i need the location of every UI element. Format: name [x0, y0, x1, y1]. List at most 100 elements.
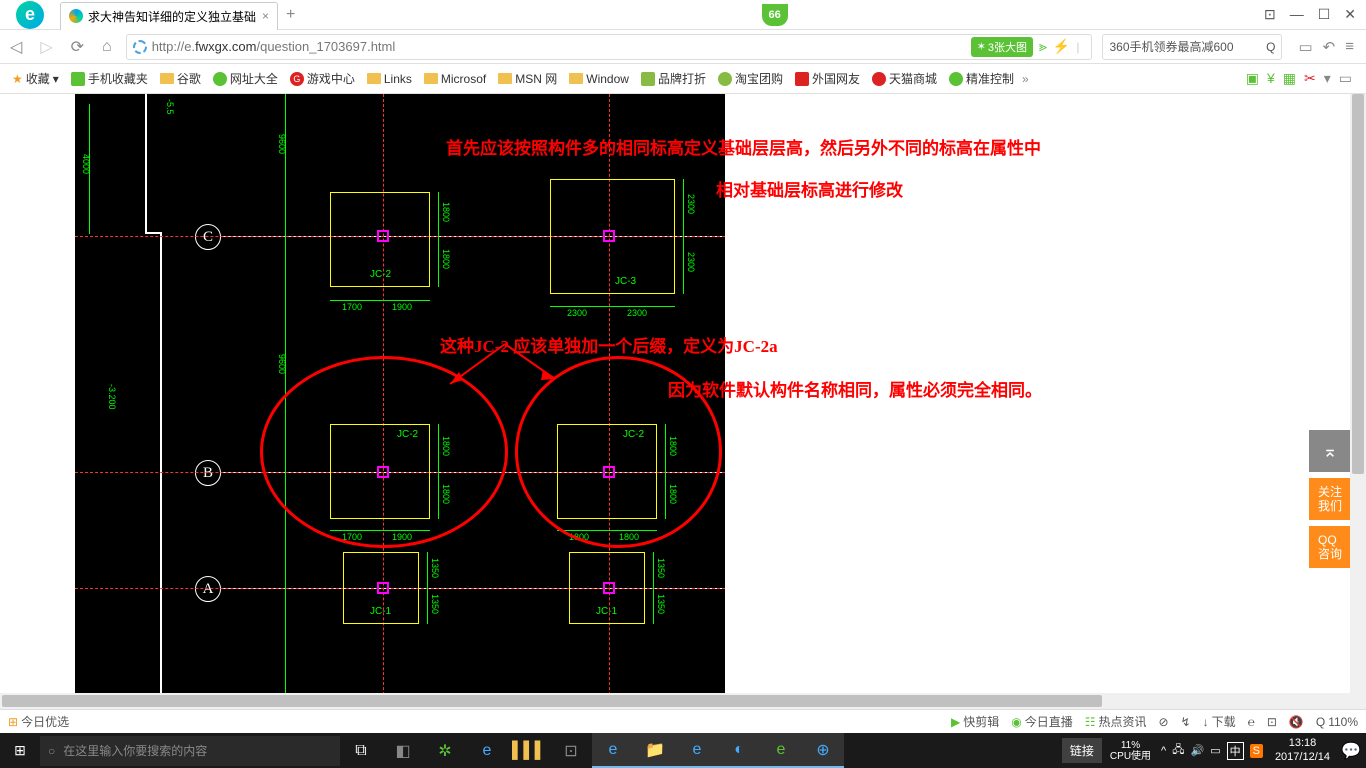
- undo-icon[interactable]: ↶: [1323, 38, 1336, 56]
- share-icon[interactable]: ⪢: [1039, 38, 1047, 55]
- page-content: 4000 -3.200 -5.5 C B A 9600 9600 JC-2 17…: [0, 94, 1366, 709]
- image-count-badge[interactable]: ✶ 3张大图: [971, 37, 1033, 57]
- column-marker: [377, 230, 389, 242]
- status-icon[interactable]: ↯: [1181, 715, 1191, 729]
- ext-icon[interactable]: ▾: [1324, 70, 1331, 87]
- window-menu-icon[interactable]: ⊡: [1264, 6, 1276, 23]
- status-icon[interactable]: ℮: [1248, 715, 1255, 729]
- reload-button[interactable]: ⟳: [67, 37, 88, 57]
- bookmark-item[interactable]: 精准控制: [945, 68, 1018, 89]
- search-input[interactable]: 360手机领券最高减600 Q: [1102, 34, 1282, 60]
- dim-label: 9600: [277, 354, 287, 374]
- taskbar-app-icon[interactable]: e: [676, 733, 718, 768]
- jc-label: JC-1: [596, 606, 617, 617]
- bookmark-item[interactable]: 外国网友: [791, 68, 864, 89]
- column-marker: [603, 230, 615, 242]
- bookmark-item[interactable]: 淘宝团购: [714, 68, 787, 89]
- jc-label: JC-3: [615, 276, 636, 287]
- ext-icon[interactable]: ▦: [1283, 70, 1296, 87]
- url-text: http://e.fwxgx.com/question_1703697.html: [152, 39, 971, 54]
- taskbar-app-icon[interactable]: e: [592, 733, 634, 768]
- ext-icon[interactable]: ¥: [1267, 70, 1275, 87]
- system-tray[interactable]: ^ 🖧 🔊 ▭ 中 S: [1155, 741, 1269, 760]
- bookmark-item[interactable]: MSN 网: [494, 68, 561, 89]
- menu-icon[interactable]: ≡: [1345, 38, 1354, 56]
- taskbar-app-icon[interactable]: 📁: [634, 733, 676, 768]
- axis-label-a: A: [195, 576, 221, 602]
- bookmark-item[interactable]: Window: [565, 70, 633, 88]
- ext-icon[interactable]: ▣: [1246, 70, 1259, 87]
- tray-ime-icon[interactable]: 中: [1227, 742, 1244, 760]
- taskbar-app-icon[interactable]: ✲: [424, 733, 466, 768]
- task-view-icon[interactable]: ⧉: [340, 733, 382, 768]
- tray-network-icon[interactable]: 🖧: [1172, 741, 1184, 760]
- column-marker: [377, 582, 389, 594]
- site-security-icon: [133, 40, 147, 54]
- tray-sogou-icon[interactable]: S: [1250, 744, 1263, 758]
- status-icon[interactable]: ⊡: [1267, 715, 1277, 729]
- zoom-level[interactable]: Q 110%: [1316, 715, 1358, 729]
- status-icon[interactable]: ⊘: [1158, 715, 1168, 729]
- bookmark-item[interactable]: Links: [363, 70, 416, 88]
- taskbar-links[interactable]: 链接: [1062, 738, 1102, 763]
- extension-icon[interactable]: ▭: [1298, 38, 1312, 56]
- taskbar-app-icon[interactable]: ▌▌▌: [508, 733, 550, 768]
- jc-label: JC-2: [370, 269, 391, 280]
- qq-consult-button[interactable]: QQ 咨询: [1309, 526, 1351, 568]
- browser-logo[interactable]: e: [0, 0, 60, 30]
- vertical-scrollbar[interactable]: [1350, 94, 1366, 709]
- tab-close-icon[interactable]: ×: [262, 9, 269, 23]
- follow-us-button[interactable]: 关注 我们: [1309, 478, 1351, 520]
- ext-icon[interactable]: ✂: [1304, 70, 1316, 87]
- ext-icon[interactable]: ▭: [1339, 70, 1352, 87]
- search-icon[interactable]: Q: [1266, 40, 1275, 54]
- today-picks-button[interactable]: ⊞今日优选: [8, 713, 69, 730]
- action-center-icon[interactable]: 💬: [1336, 733, 1366, 768]
- bookmark-item[interactable]: 网址大全: [209, 68, 282, 89]
- tray-chevron-icon[interactable]: ^: [1161, 745, 1166, 757]
- window-controls: ⊡ — ☐ ✕: [1254, 6, 1366, 23]
- taskbar-app-icon[interactable]: e: [760, 733, 802, 768]
- bookmark-item[interactable]: G游戏中心: [286, 68, 359, 89]
- taskbar-app-icon[interactable]: ⊡: [550, 733, 592, 768]
- taskbar-app-icon[interactable]: ⊕: [802, 733, 844, 768]
- taskbar-clock[interactable]: 13:18 2017/12/14: [1269, 737, 1336, 763]
- bookmarks-more-icon[interactable]: »: [1022, 72, 1029, 86]
- taskbar-app-icon[interactable]: e: [466, 733, 508, 768]
- forward-button[interactable]: ▷: [36, 37, 56, 57]
- search-placeholder: 360手机领券最高减600: [1109, 38, 1233, 55]
- close-icon[interactable]: ✕: [1344, 6, 1356, 23]
- scroll-top-button[interactable]: ⌅: [1309, 430, 1351, 472]
- bolt-icon[interactable]: ⚡: [1053, 38, 1070, 55]
- dim-label: -5.5: [165, 99, 175, 115]
- taskbar-app-icon[interactable]: ◐: [718, 733, 760, 768]
- tray-volume-icon[interactable]: 🔊: [1190, 744, 1204, 757]
- download-button[interactable]: ↓ 下载: [1203, 713, 1236, 730]
- maximize-icon[interactable]: ☐: [1318, 6, 1331, 23]
- minimize-icon[interactable]: —: [1290, 6, 1304, 23]
- cpu-monitor[interactable]: 11%CPU使用: [1106, 740, 1155, 762]
- new-tab-button[interactable]: +: [286, 6, 295, 24]
- url-input[interactable]: http://e.fwxgx.com/question_1703697.html…: [126, 34, 1093, 60]
- status-item[interactable]: ☷热点资讯: [1085, 713, 1147, 730]
- start-button[interactable]: ⊞: [0, 742, 40, 759]
- tray-icon[interactable]: ▭: [1210, 744, 1220, 757]
- notification-badge[interactable]: 66: [762, 4, 788, 26]
- status-item[interactable]: ◉今日直播: [1011, 713, 1073, 730]
- status-item[interactable]: ▶快剪辑: [951, 713, 999, 730]
- annotation-text: 因为软件默认构件名称相同，属性必须完全相同。: [668, 376, 1042, 401]
- status-icon[interactable]: 🔇: [1289, 715, 1304, 729]
- browser-tab[interactable]: 求大神告知详细的定义独立基础 ×: [60, 2, 278, 30]
- column-marker: [603, 582, 615, 594]
- taskbar-app-icon[interactable]: ◧: [382, 733, 424, 768]
- bookmark-item[interactable]: Microsof: [420, 70, 490, 88]
- bookmark-item[interactable]: 手机收藏夹: [67, 68, 152, 89]
- bookmark-item[interactable]: 谷歌: [156, 68, 205, 89]
- home-button[interactable]: ⌂: [98, 38, 116, 56]
- horizontal-scrollbar[interactable]: [0, 693, 1350, 709]
- bookmark-item[interactable]: 品牌打折: [637, 68, 710, 89]
- back-button[interactable]: ◁: [6, 37, 26, 57]
- bookmark-item[interactable]: 天猫商城: [868, 68, 941, 89]
- cortana-search[interactable]: ○ 在这里输入你要搜索的内容: [40, 736, 340, 766]
- favorites-button[interactable]: ★收藏 ▾: [8, 68, 63, 89]
